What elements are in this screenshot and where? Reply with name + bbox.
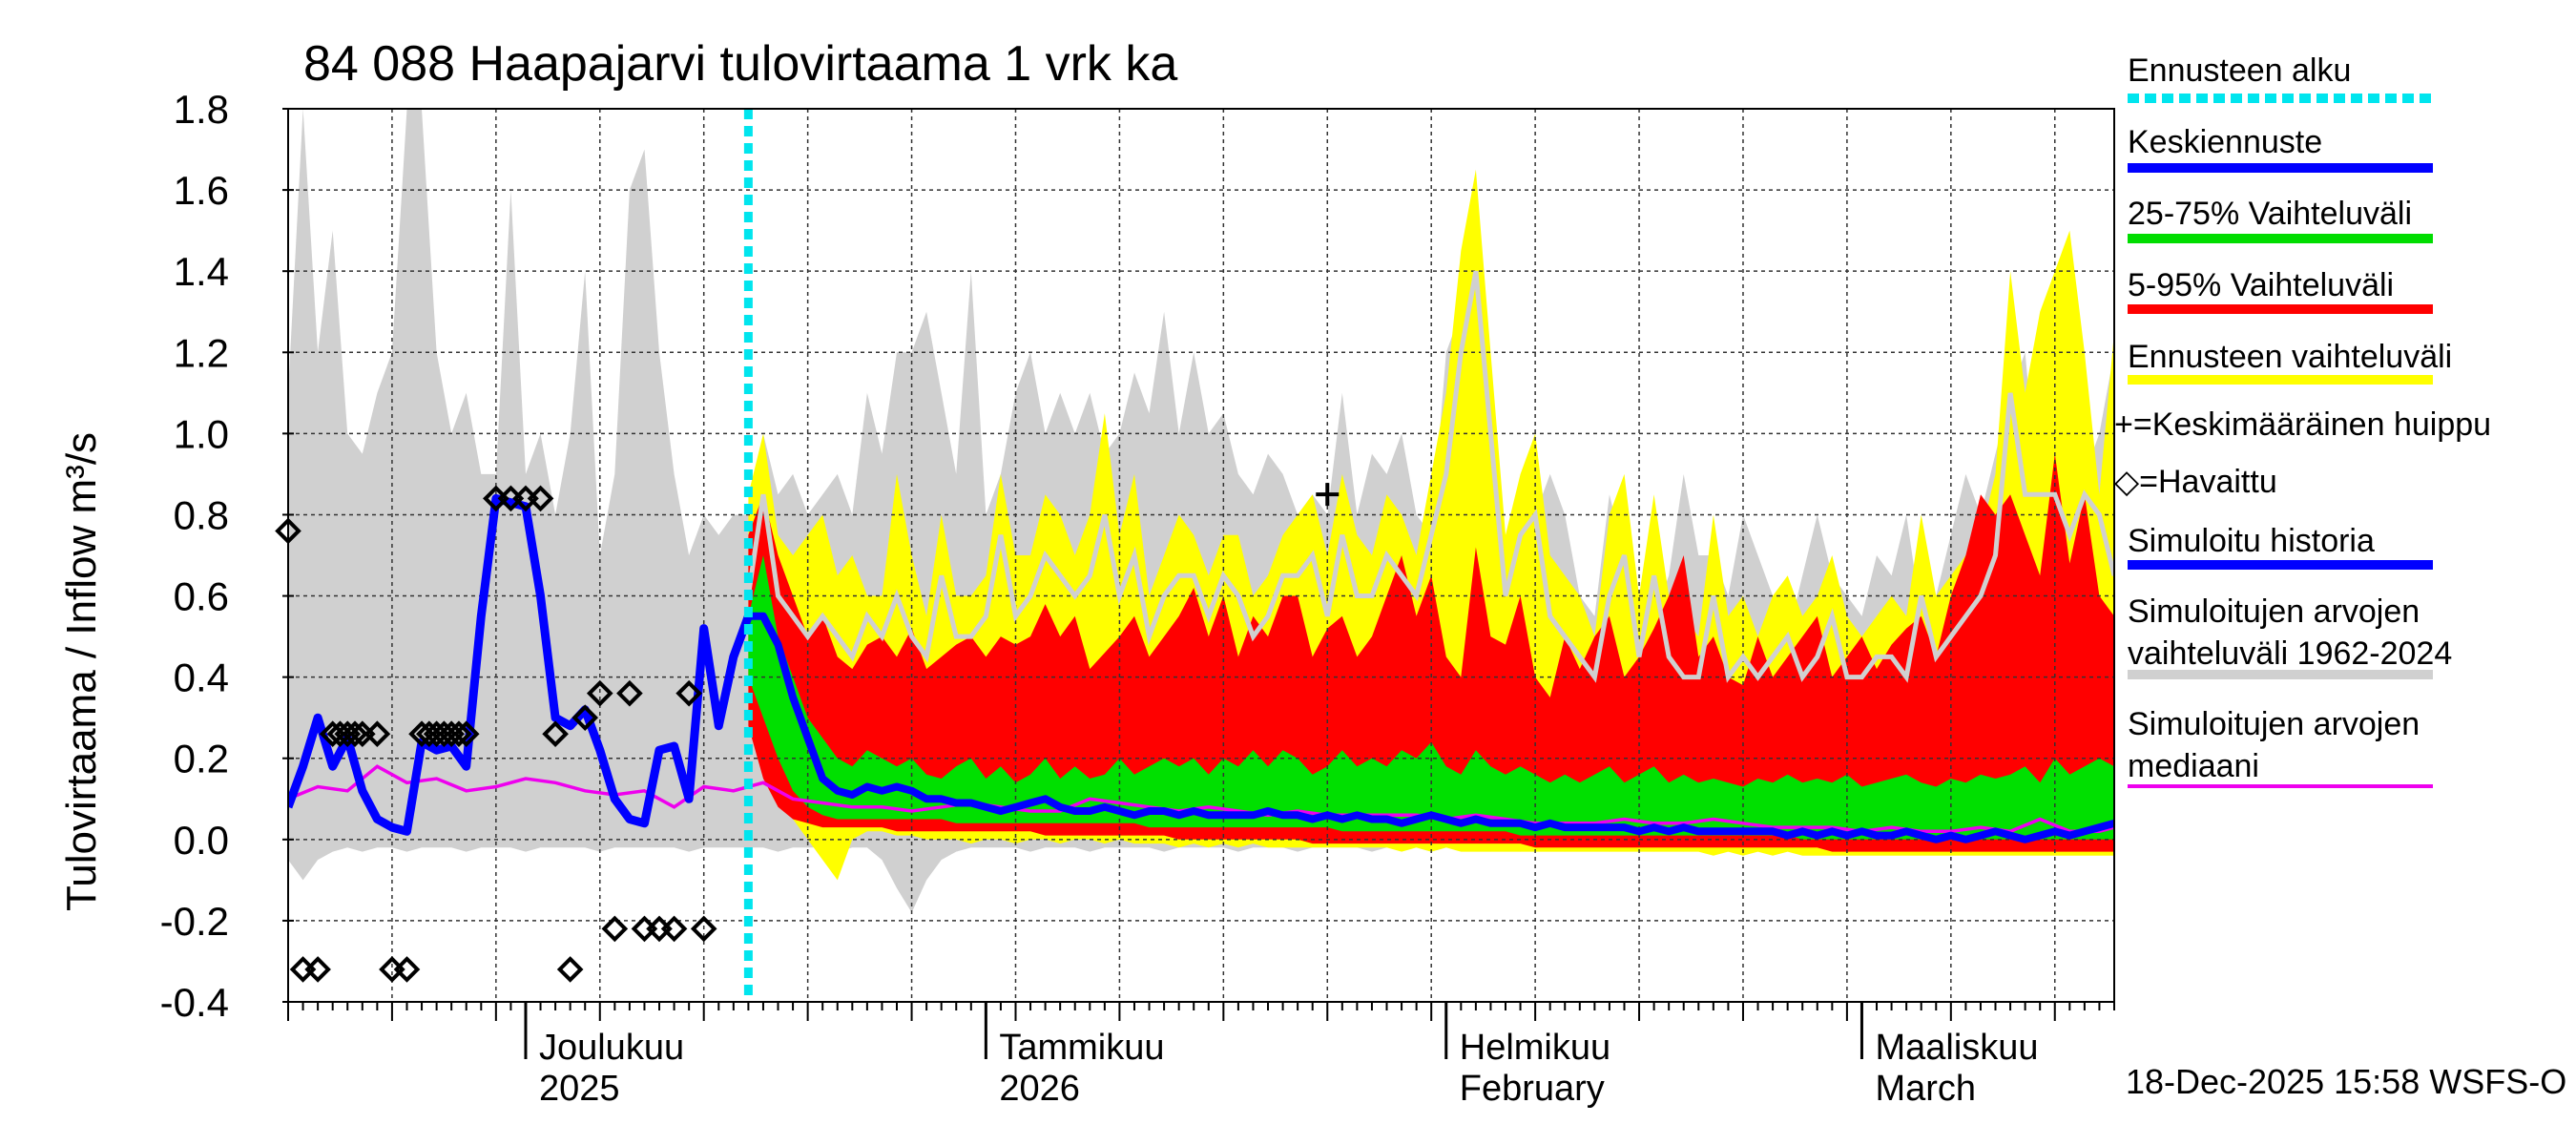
markers-group <box>275 109 1340 1002</box>
observed-point <box>556 956 584 983</box>
timestamp: 18-Dec-2025 15:58 WSFS-O <box>2126 1062 2566 1101</box>
observed-point <box>616 679 643 707</box>
observed-point <box>631 915 658 943</box>
month-label: Tammikuu <box>999 1028 1164 1068</box>
observed-point <box>393 956 421 983</box>
legend-label: Keskiennuste <box>2128 124 2322 160</box>
y-tick-label: 1.0 <box>174 411 229 456</box>
legend-label: Ennusteen alku <box>2128 52 2351 89</box>
chart-title: 84 088 Haapajarvi tulovirtaama 1 vrk ka <box>303 36 1177 92</box>
month-label: Helmikuu <box>1460 1028 1610 1068</box>
y-tick-label: 0.4 <box>174 656 229 700</box>
legend-label: Simuloitujen arvojen <box>2128 593 2420 630</box>
month-label: Joulukuu <box>539 1028 684 1068</box>
legend-label: Simuloitu historia <box>2128 523 2375 559</box>
observed-point <box>690 915 717 943</box>
simulated-range-upper-line <box>745 270 2114 683</box>
y-tick-label: -0.4 <box>160 980 229 1025</box>
observed-point <box>342 720 368 748</box>
year-label: 2025 <box>539 1069 620 1109</box>
observed-point <box>586 679 613 707</box>
median-line <box>288 764 2114 834</box>
observed-point <box>675 679 702 707</box>
y-tick-label: 0.8 <box>174 492 229 537</box>
year-label: March <box>1875 1069 1976 1109</box>
observed-point <box>379 956 405 983</box>
observed-point <box>660 915 688 943</box>
legend-label: Ennusteen vaihteluväli <box>2128 339 2452 375</box>
legend-label: Simuloitujen arvojen <box>2128 706 2420 742</box>
observed-point <box>542 720 569 748</box>
y-tick-label: -0.2 <box>160 899 229 944</box>
legend: Ennusteen alku Keskiennuste 25-75% Vaihtel… <box>2114 52 2491 788</box>
year-label: February <box>1460 1069 1605 1109</box>
observed-point <box>364 720 391 748</box>
axes-group: -0.4 -0.2 0.0 0.2 0.4 0.6 0.8 1.0 1.2 1.4 1.6 1.8 Jo… <box>160 87 2115 1109</box>
month-label: Maaliskuu <box>1875 1028 2038 1068</box>
y-tick-label: 0.2 <box>174 737 229 781</box>
observed-point <box>304 956 331 983</box>
y-axis-label: Tulovirtaama / Inflow m³/s <box>58 432 105 911</box>
forecast-mean-line <box>748 612 2114 843</box>
y-tick-label: 1.4 <box>174 249 229 294</box>
series-lines-group <box>288 270 2114 843</box>
year-label: 2026 <box>999 1069 1080 1109</box>
y-tick-label: 1.6 <box>174 168 229 213</box>
y-tick-label: 1.8 <box>174 87 229 132</box>
observed-point <box>646 915 673 943</box>
plot-frame <box>287 108 2115 1003</box>
y-tick-label: 1.2 <box>174 330 229 375</box>
legend-label: 5-95% Vaihteluväli <box>2128 267 2394 303</box>
observed-point <box>571 704 599 732</box>
observed-point <box>527 485 554 512</box>
legend-label-line2: mediaani <box>2128 748 2259 784</box>
legend-label: 25-75% Vaihteluväli <box>2128 196 2412 232</box>
grid-lines <box>287 108 2114 1003</box>
mean-peak-marker <box>1316 483 1340 507</box>
legend-label: ◇=Havaittu <box>2114 464 2277 500</box>
y-tick-label: 0.0 <box>174 818 229 863</box>
observed-point <box>601 915 629 943</box>
observed-point <box>452 720 480 748</box>
observed-point <box>446 720 472 748</box>
observed-point <box>289 956 317 983</box>
legend-label-line2: vaihteluväli 1962-2024 <box>2128 635 2452 672</box>
legend-label: +=Keskimääräinen huippu <box>2114 406 2491 443</box>
simulated-history-line <box>288 493 753 836</box>
y-tick-label: 0.6 <box>174 574 229 619</box>
